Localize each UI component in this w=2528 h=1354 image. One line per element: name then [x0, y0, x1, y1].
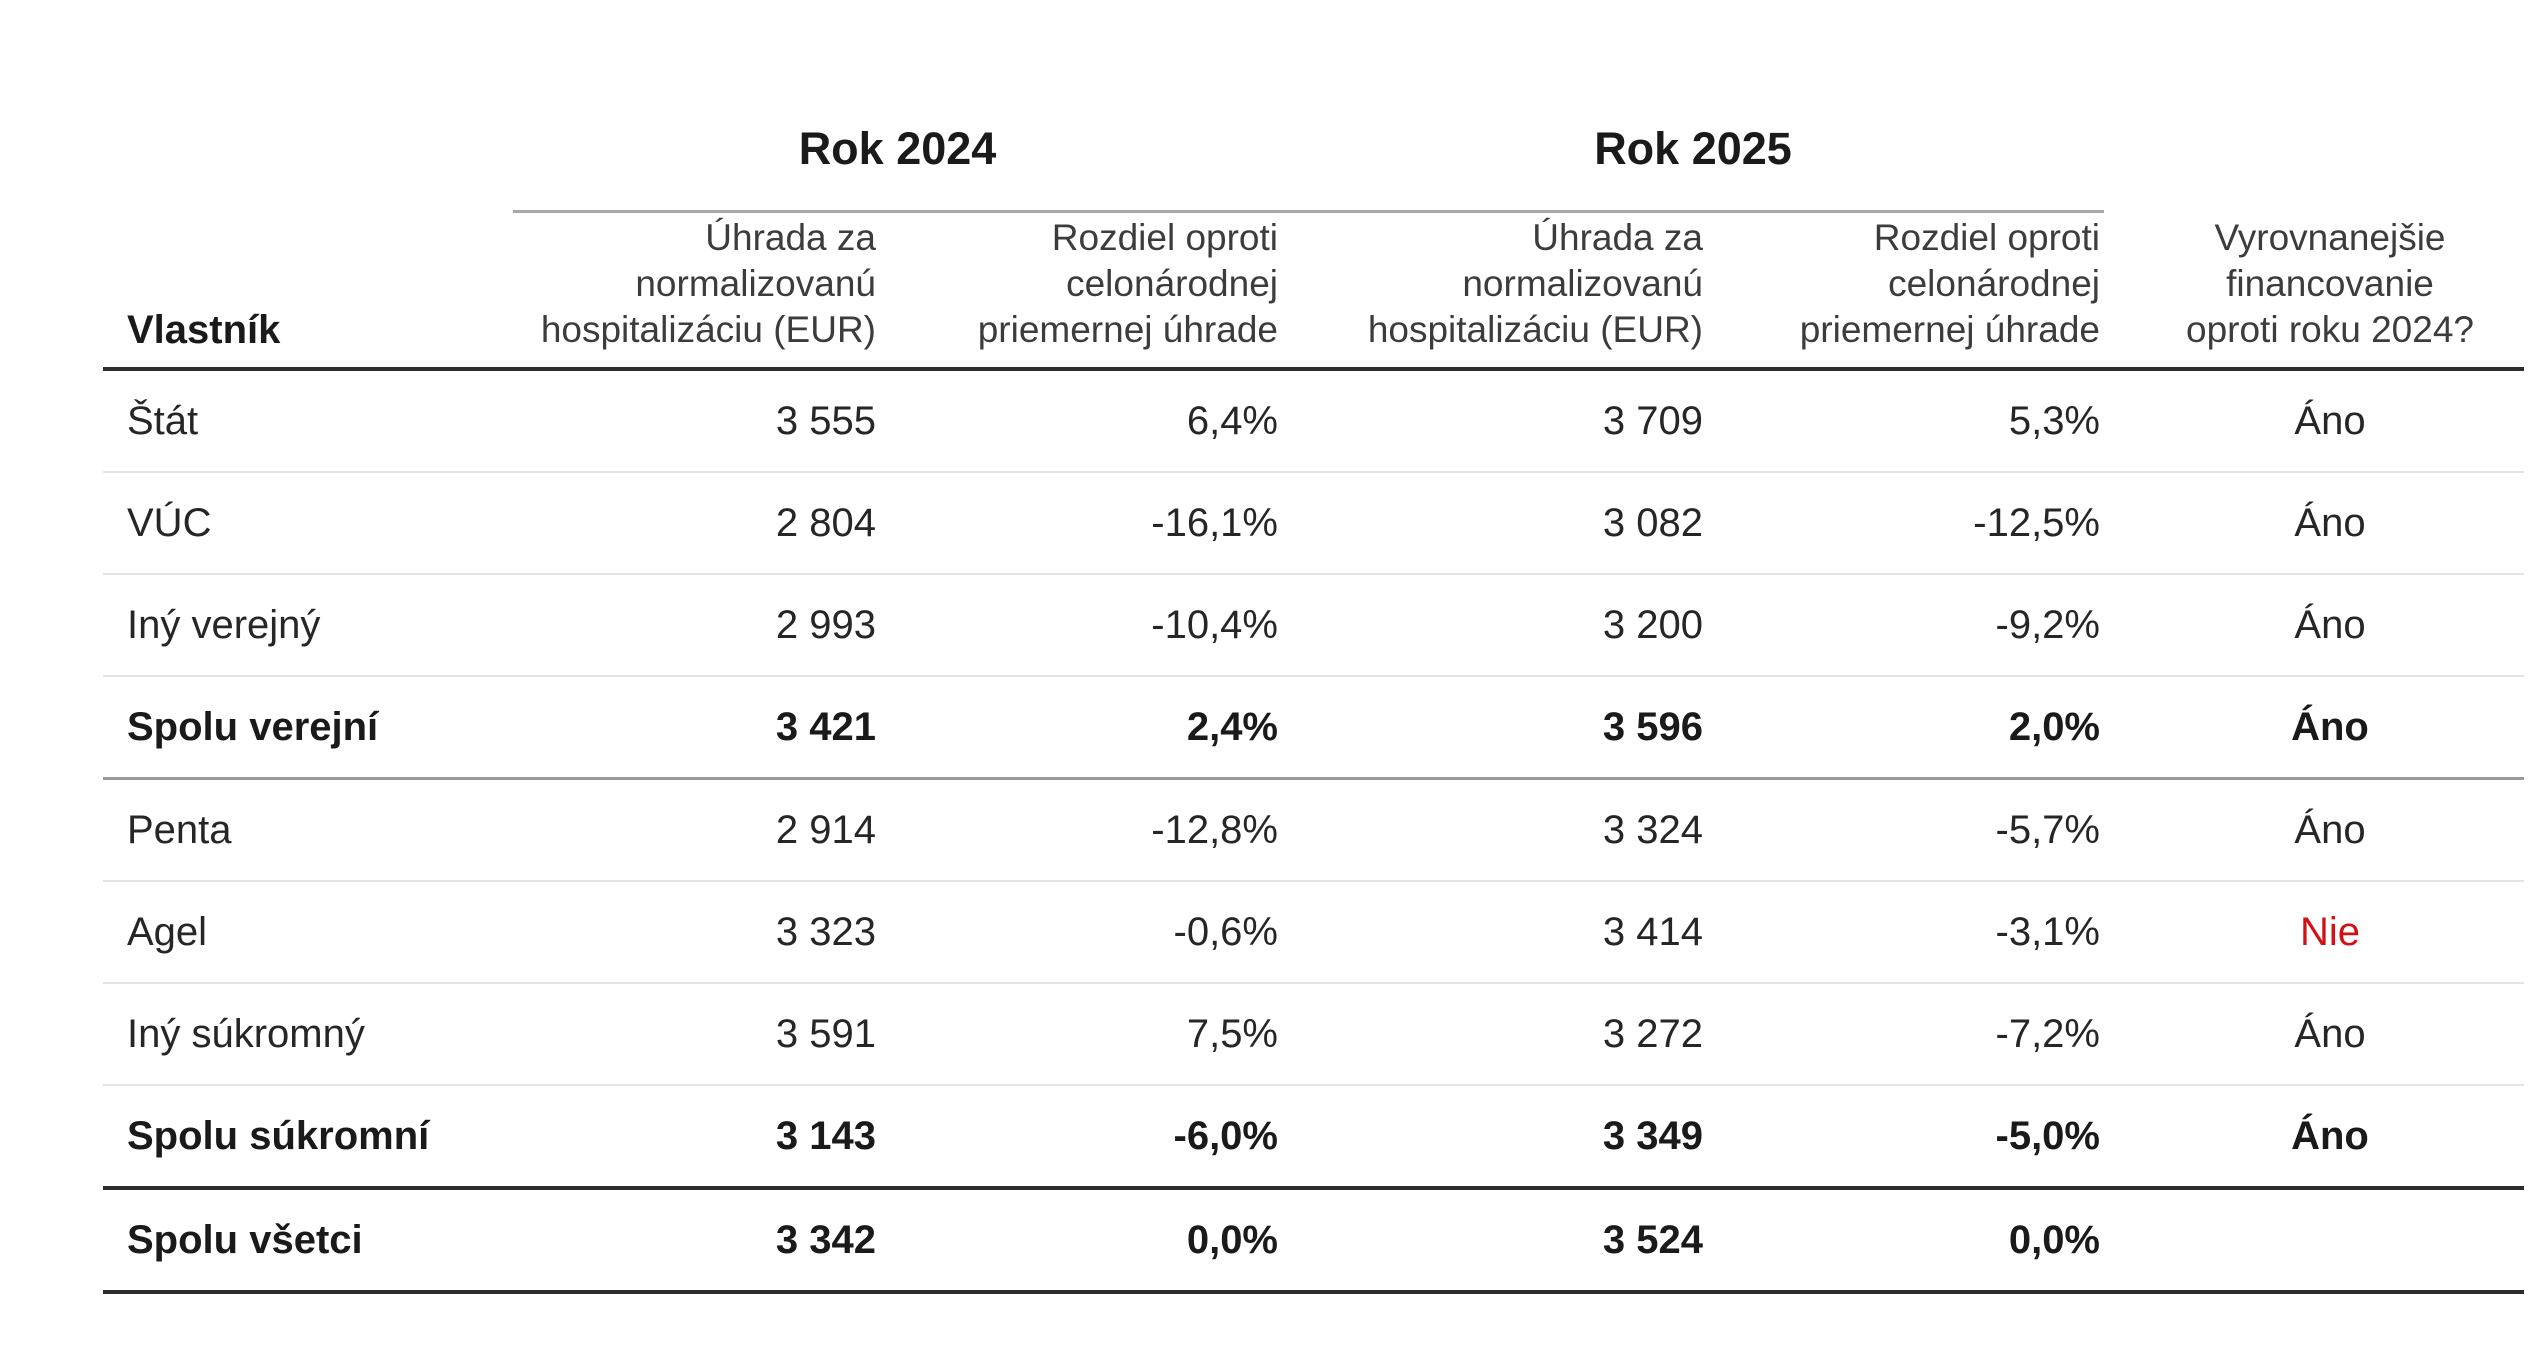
year-header-spacer-right	[2104, 88, 2524, 212]
diff-2024-value: 0,0%	[880, 1188, 1282, 1294]
owner-label: Spolu verejní	[103, 676, 513, 780]
column-header-owner: Vlastník	[127, 308, 281, 352]
balanced-answer: Áno	[2104, 472, 2524, 575]
balanced-answer: Áno	[2104, 778, 2524, 882]
diff-2025-value: 5,3%	[1707, 369, 2104, 473]
diff-2024-value: 7,5%	[880, 983, 1282, 1086]
table-row-agel: Agel 3 323 -0,6% 3 414 -3,1% Nie	[103, 881, 2524, 984]
diff-2024-value: 6,4%	[880, 369, 1282, 473]
payment-2025-value: 3 414	[1282, 881, 1707, 984]
payment-2024-value: 3 421	[513, 676, 880, 780]
table-row-spolu-sukromni: Spolu súkromní 3 143 -6,0% 3 349 -5,0% Á…	[103, 1085, 2524, 1190]
balanced-answer: Áno	[2104, 983, 2524, 1086]
diff-2024-value: -10,4%	[880, 574, 1282, 677]
balanced-answer: Áno	[2104, 676, 2524, 780]
diff-2025-value: 2,0%	[1707, 676, 2104, 780]
payment-2025-value: 3 082	[1282, 472, 1707, 575]
owner-label: Spolu súkromní	[103, 1085, 513, 1190]
column-header-balanced: Vyrovnanejšie financovanie oproti roku 2…	[2186, 217, 2474, 350]
payment-2025-value: 3 596	[1282, 676, 1707, 780]
table-row-stat: Štát 3 555 6,4% 3 709 5,3% Áno	[103, 369, 2524, 473]
column-header-diff-2024: Rozdiel oproti celonárodnej priemernej ú…	[977, 217, 1278, 350]
diff-2025-value: 0,0%	[1707, 1188, 2104, 1294]
payment-2025-value: 3 524	[1282, 1188, 1707, 1294]
payment-2024-value: 3 143	[513, 1085, 880, 1190]
payment-2024-value: 3 555	[513, 369, 880, 473]
table-body: Štát 3 555 6,4% 3 709 5,3% Áno VÚC 2 804…	[103, 369, 2524, 1294]
payment-2024-value: 3 323	[513, 881, 880, 984]
diff-2024-value: -6,0%	[880, 1085, 1282, 1190]
payment-2025-value: 3 272	[1282, 983, 1707, 1086]
table-row-iny-sukromny: Iný súkromný 3 591 7,5% 3 272 -7,2% Áno	[103, 983, 2524, 1086]
balanced-answer: Áno	[2104, 369, 2524, 473]
balanced-answer-negative: Nie	[2104, 881, 2524, 984]
year-header-spacer	[103, 88, 513, 212]
balanced-answer: Áno	[2104, 1085, 2524, 1190]
balanced-answer: Áno	[2104, 574, 2524, 677]
diff-2024-value: 2,4%	[880, 676, 1282, 780]
table-row-vuc: VÚC 2 804 -16,1% 3 082 -12,5% Áno	[103, 472, 2524, 575]
diff-2025-value: -3,1%	[1707, 881, 2104, 984]
diff-2024-value: -0,6%	[880, 881, 1282, 984]
diff-2025-value: -9,2%	[1707, 574, 2104, 677]
diff-2025-value: -5,0%	[1707, 1085, 2104, 1190]
column-header-diff-2025: Rozdiel oproti celonárodnej priemernej ú…	[1799, 217, 2100, 350]
table-row-spolu-vsetci: Spolu všetci 3 342 0,0% 3 524 0,0%	[103, 1188, 2524, 1294]
column-header-payment-2024: Úhrada za normalizovanú hospitalizáciu (…	[540, 217, 876, 350]
year-header-row: Rok 2024 Rok 2025	[103, 88, 2524, 213]
column-header-row: Vlastník Úhrada za normalizovanú hospita…	[103, 212, 2524, 370]
table-row-spolu-verejni: Spolu verejní 3 421 2,4% 3 596 2,0% Áno	[103, 676, 2524, 780]
payment-2024-value: 3 591	[513, 983, 880, 1086]
table-row-penta: Penta 2 914 -12,8% 3 324 -5,7% Áno	[103, 778, 2524, 882]
diff-2024-value: -12,8%	[880, 778, 1282, 882]
payment-2025-value: 3 709	[1282, 369, 1707, 473]
balanced-answer-empty	[2104, 1188, 2524, 1294]
diff-2024-value: -16,1%	[880, 472, 1282, 575]
owner-label: Štát	[103, 369, 513, 473]
payment-2024-value: 3 342	[513, 1188, 880, 1294]
year-header-2025: Rok 2025	[1282, 88, 2104, 213]
owner-label: VÚC	[103, 472, 513, 575]
payment-2025-value: 3 324	[1282, 778, 1707, 882]
table-header: Rok 2024 Rok 2025 Vlastník Úhrada za nor…	[103, 88, 2524, 369]
diff-2025-value: -7,2%	[1707, 983, 2104, 1086]
year-header-2024: Rok 2024	[513, 88, 1282, 213]
diff-2025-value: -5,7%	[1707, 778, 2104, 882]
payment-2025-value: 3 200	[1282, 574, 1707, 677]
financing-table: Rok 2024 Rok 2025 Vlastník Úhrada za nor…	[103, 88, 2524, 1294]
table-row-iny-verejny: Iný verejný 2 993 -10,4% 3 200 -9,2% Áno	[103, 574, 2524, 677]
owner-label: Iný verejný	[103, 574, 513, 677]
owner-label: Spolu všetci	[103, 1188, 513, 1294]
diff-2025-value: -12,5%	[1707, 472, 2104, 575]
owner-label: Agel	[103, 881, 513, 984]
owner-label: Penta	[103, 778, 513, 882]
owner-label: Iný súkromný	[103, 983, 513, 1086]
payment-2025-value: 3 349	[1282, 1085, 1707, 1190]
payment-2024-value: 2 914	[513, 778, 880, 882]
column-header-payment-2025: Úhrada za normalizovanú hospitalizáciu (…	[1367, 217, 1703, 350]
payment-2024-value: 2 804	[513, 472, 880, 575]
payment-2024-value: 2 993	[513, 574, 880, 677]
